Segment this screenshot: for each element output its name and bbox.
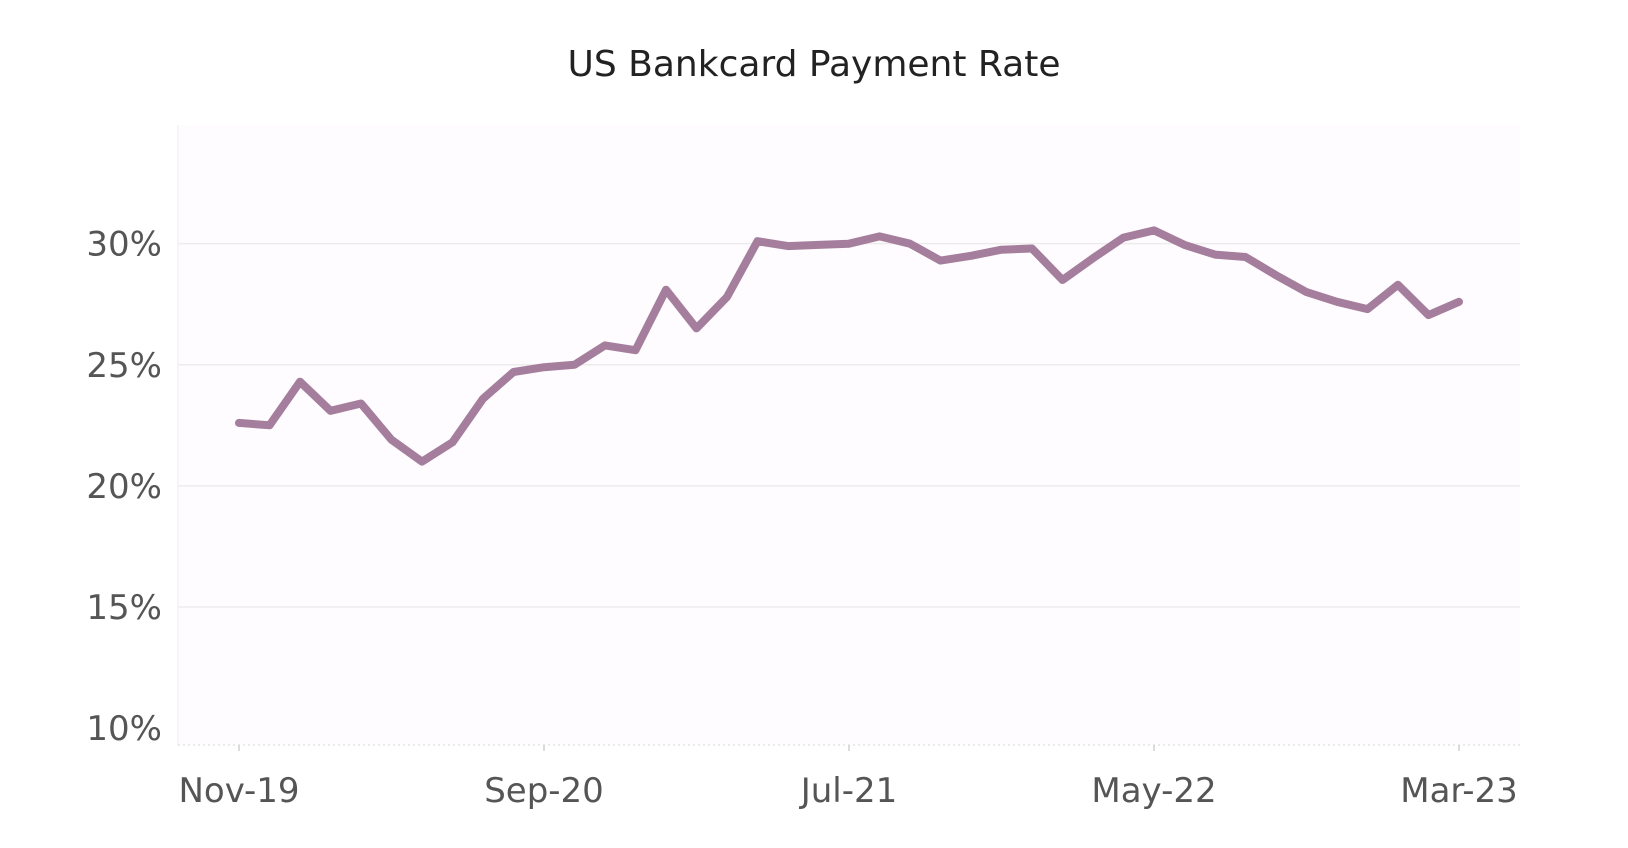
x-tick-label: May-22 [1091,771,1216,811]
chart-title: US Bankcard Payment Rate [567,44,1061,85]
x-tick-label: Jul-21 [799,771,898,811]
y-axis-tick-labels: 10% 15% 20% 25% 30% [86,225,162,749]
series-group [235,226,1463,466]
x-tick-label: Mar-23 [1400,771,1518,811]
series-line [235,226,1463,466]
y-tick-label: 15% [86,588,162,628]
y-tick-label: 25% [86,346,162,386]
y-tick-label: 10% [86,709,162,749]
plot-background [178,125,1520,745]
y-tick-label: 20% [86,467,162,507]
x-tick-label: Nov-19 [179,771,300,811]
x-axis-tick-labels: Nov-19 Sep-20 Jul-21 May-22 Mar-23 [179,745,1518,811]
x-tick-label: Sep-20 [484,771,604,811]
y-tick-label: 30% [86,225,162,265]
